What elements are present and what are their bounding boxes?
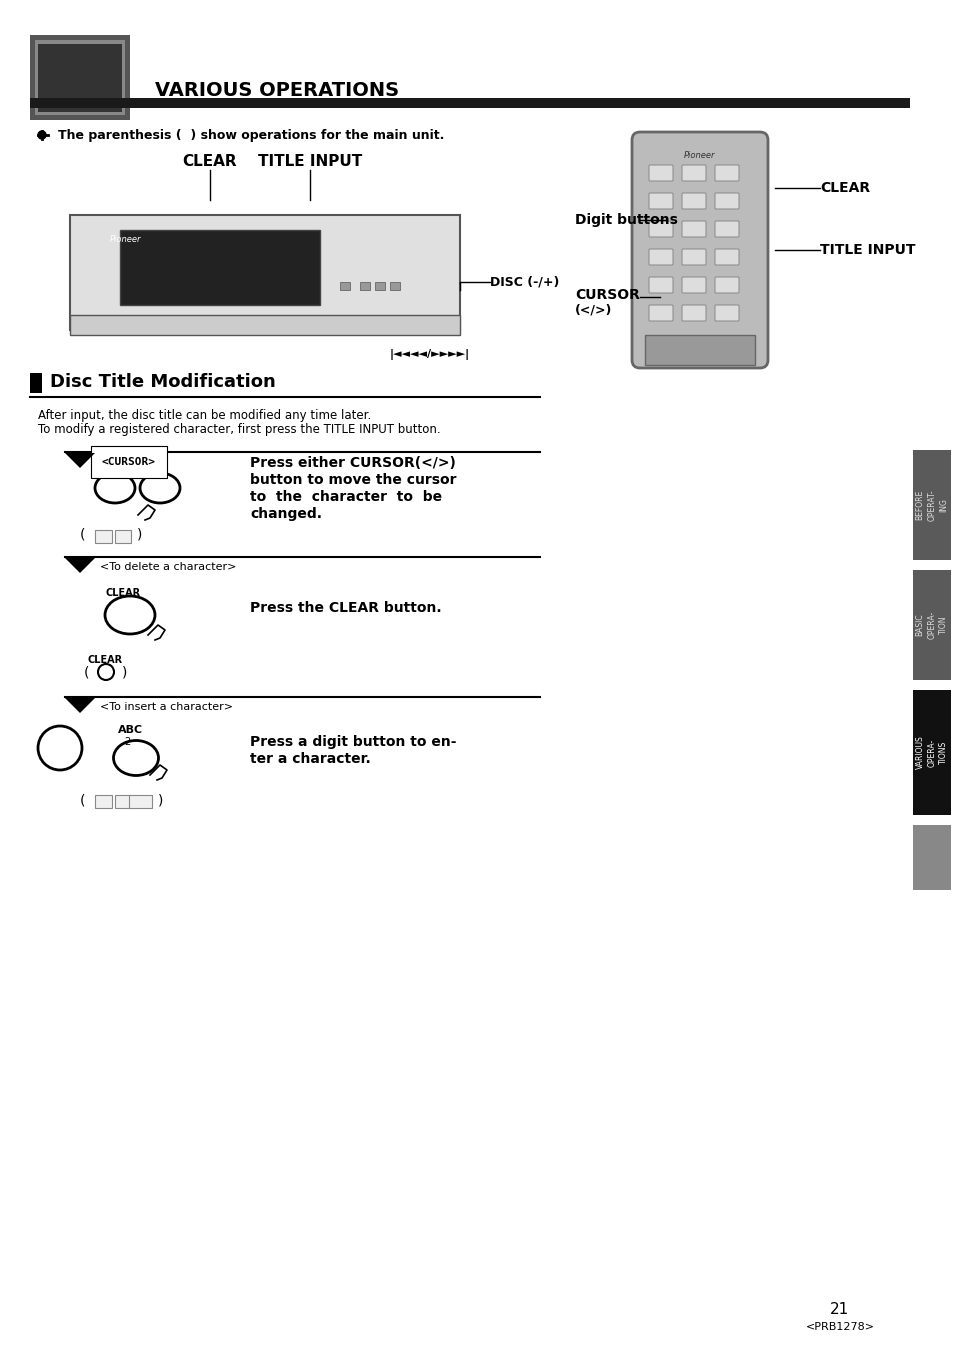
- FancyBboxPatch shape: [714, 277, 739, 293]
- FancyBboxPatch shape: [70, 215, 459, 330]
- FancyBboxPatch shape: [648, 249, 672, 265]
- Text: Disc Title Modification: Disc Title Modification: [50, 373, 275, 390]
- Text: Press either CURSOR(</>): Press either CURSOR(</>): [250, 457, 456, 470]
- FancyBboxPatch shape: [38, 45, 122, 112]
- FancyBboxPatch shape: [912, 825, 950, 890]
- FancyBboxPatch shape: [714, 193, 739, 209]
- FancyBboxPatch shape: [912, 690, 950, 815]
- Text: CURSOR: CURSOR: [575, 288, 639, 303]
- Ellipse shape: [95, 473, 135, 503]
- FancyBboxPatch shape: [130, 794, 152, 808]
- Text: ): ): [158, 793, 163, 807]
- Text: BASIC
OPERA-
TION: BASIC OPERA- TION: [915, 611, 947, 639]
- Text: button to move the cursor: button to move the cursor: [250, 473, 456, 486]
- Polygon shape: [65, 453, 95, 467]
- FancyBboxPatch shape: [681, 277, 705, 293]
- FancyBboxPatch shape: [114, 794, 132, 808]
- Text: VARIOUS
OPERA-
TIONS: VARIOUS OPERA- TIONS: [915, 736, 947, 769]
- FancyBboxPatch shape: [714, 165, 739, 181]
- Text: ter a character.: ter a character.: [250, 753, 371, 766]
- FancyBboxPatch shape: [648, 222, 672, 236]
- Text: changed.: changed.: [250, 507, 322, 521]
- Text: TITLE INPUT: TITLE INPUT: [257, 154, 362, 169]
- Circle shape: [38, 725, 82, 770]
- Text: ): ): [122, 665, 128, 680]
- FancyBboxPatch shape: [35, 41, 125, 115]
- FancyBboxPatch shape: [120, 230, 319, 305]
- Polygon shape: [65, 698, 95, 713]
- FancyBboxPatch shape: [912, 570, 950, 680]
- FancyBboxPatch shape: [681, 222, 705, 236]
- FancyBboxPatch shape: [912, 450, 950, 561]
- Text: CLEAR: CLEAR: [820, 181, 869, 195]
- Text: |◄◄◄◄/►►►►|: |◄◄◄◄/►►►►|: [390, 350, 470, 361]
- FancyBboxPatch shape: [30, 35, 130, 120]
- Text: <To delete a character>: <To delete a character>: [100, 562, 236, 571]
- FancyBboxPatch shape: [375, 282, 385, 290]
- Text: Press the CLEAR button.: Press the CLEAR button.: [250, 601, 441, 615]
- Text: Press a digit button to en-: Press a digit button to en-: [250, 735, 456, 748]
- Text: Pioneer: Pioneer: [683, 150, 715, 159]
- Text: CLEAR: CLEAR: [88, 655, 123, 665]
- Text: ): ): [137, 528, 142, 542]
- FancyBboxPatch shape: [30, 373, 42, 393]
- FancyBboxPatch shape: [339, 282, 350, 290]
- Ellipse shape: [113, 740, 158, 775]
- Text: <CURSOR>: <CURSOR>: [102, 457, 156, 467]
- Text: to  the  character  to  be: to the character to be: [250, 490, 441, 504]
- Text: TITLE INPUT: TITLE INPUT: [820, 243, 915, 257]
- Circle shape: [98, 663, 113, 680]
- Text: 2: 2: [124, 738, 131, 747]
- Polygon shape: [65, 558, 95, 573]
- Text: (: (: [80, 528, 86, 542]
- FancyBboxPatch shape: [714, 305, 739, 322]
- Text: ABC: ABC: [118, 725, 143, 735]
- Text: CLEAR: CLEAR: [182, 154, 237, 169]
- Text: (</>): (</>): [575, 304, 612, 316]
- FancyBboxPatch shape: [114, 530, 132, 543]
- Ellipse shape: [105, 596, 154, 634]
- Text: To modify a registered character, first press the TITLE INPUT button.: To modify a registered character, first …: [38, 423, 440, 436]
- FancyBboxPatch shape: [70, 315, 459, 335]
- Text: VARIOUS OPERATIONS: VARIOUS OPERATIONS: [154, 81, 398, 100]
- Text: CLEAR: CLEAR: [105, 588, 140, 598]
- Text: After input, the disc title can be modified any time later.: After input, the disc title can be modif…: [38, 408, 371, 422]
- Circle shape: [38, 131, 46, 139]
- FancyBboxPatch shape: [714, 249, 739, 265]
- Text: BEFORE
OPERAT-
ING: BEFORE OPERAT- ING: [915, 489, 947, 521]
- Text: (: (: [84, 665, 90, 680]
- FancyBboxPatch shape: [359, 282, 370, 290]
- FancyBboxPatch shape: [681, 193, 705, 209]
- Text: The parenthesis (  ) show operations for the main unit.: The parenthesis ( ) show operations for …: [58, 128, 444, 142]
- FancyBboxPatch shape: [648, 193, 672, 209]
- Ellipse shape: [140, 473, 180, 503]
- FancyBboxPatch shape: [648, 305, 672, 322]
- Text: DISC (-/+): DISC (-/+): [490, 276, 558, 289]
- FancyBboxPatch shape: [648, 165, 672, 181]
- FancyBboxPatch shape: [390, 282, 399, 290]
- FancyBboxPatch shape: [644, 335, 754, 365]
- FancyBboxPatch shape: [681, 305, 705, 322]
- Text: (: (: [80, 793, 86, 807]
- FancyBboxPatch shape: [648, 277, 672, 293]
- FancyBboxPatch shape: [681, 165, 705, 181]
- Text: Digit buttons: Digit buttons: [575, 213, 678, 227]
- Text: <To insert a character>: <To insert a character>: [100, 703, 233, 712]
- FancyBboxPatch shape: [681, 249, 705, 265]
- FancyBboxPatch shape: [94, 530, 112, 543]
- Text: Pioneer: Pioneer: [110, 235, 141, 245]
- FancyBboxPatch shape: [94, 794, 112, 808]
- Text: <PRB1278>: <PRB1278>: [804, 1323, 874, 1332]
- FancyBboxPatch shape: [631, 132, 767, 367]
- Text: 21: 21: [829, 1302, 849, 1317]
- FancyBboxPatch shape: [30, 99, 909, 108]
- FancyBboxPatch shape: [714, 222, 739, 236]
